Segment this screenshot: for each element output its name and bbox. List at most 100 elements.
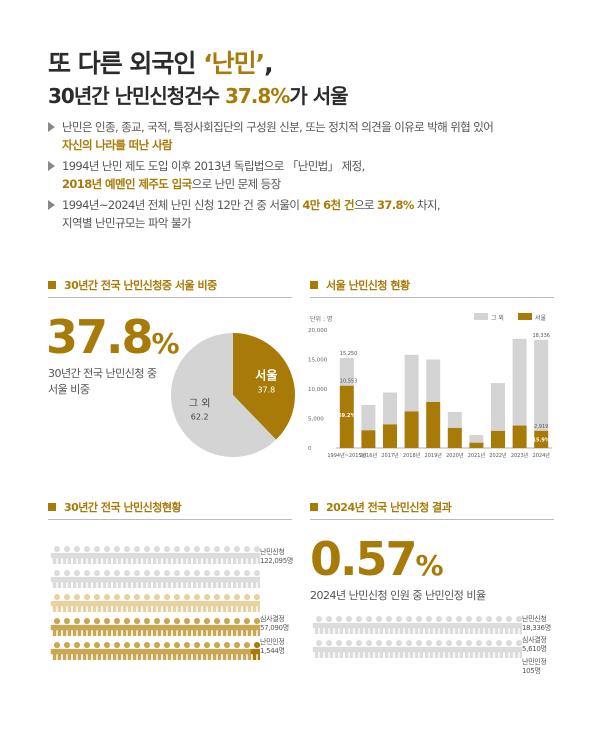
x-tick-label: 2021년	[468, 452, 486, 459]
legend-seoul-label: 서울	[535, 315, 547, 322]
pie-value-0: 37.8	[257, 386, 275, 395]
data-label-last-seoul: 2,919	[534, 424, 548, 430]
pie-value-1: 62.2	[191, 412, 209, 421]
person-icon	[130, 642, 144, 660]
person-icon	[150, 546, 164, 564]
legend-other-swatch	[474, 313, 488, 320]
bar-other-5	[447, 412, 462, 428]
person-icon	[432, 616, 446, 634]
person-icon	[130, 594, 144, 612]
person-icon	[190, 594, 204, 612]
person-icon	[50, 618, 64, 636]
bar-other-4	[426, 359, 441, 402]
person-icon	[502, 640, 516, 658]
person-icon	[472, 640, 486, 658]
recognition-rate-description: 2024년 난민신청 인원 중 난민인정 비율	[310, 589, 486, 602]
person-icon	[220, 594, 234, 612]
person-icon	[140, 570, 154, 588]
seoul-applications-bar-chart: 20,000 15,000 10,000 5,000 0 1994년~2015년2016년…	[308, 328, 552, 459]
person-icon	[352, 616, 366, 634]
person-icon	[240, 546, 254, 564]
legend-other-label: 그 외	[491, 315, 504, 322]
y-tick-label: 0	[308, 446, 312, 452]
x-tick-label: 2022년	[489, 452, 507, 459]
person-icon	[200, 546, 214, 564]
person-icon	[220, 642, 234, 660]
person-icon	[210, 546, 224, 564]
person-icon	[432, 640, 446, 658]
person-icon	[250, 642, 260, 660]
person-icon	[382, 640, 396, 658]
person-icon	[230, 642, 244, 660]
section-header-pie: 30년간 전국 난민신청중 서울 비중	[48, 276, 292, 298]
bar-seoul-8	[512, 425, 527, 448]
page-title-line2: 30년간 난민신청건수 37.8%가 서울	[48, 84, 349, 108]
person-icon	[190, 642, 204, 660]
person-icon	[220, 618, 234, 636]
person-icon	[60, 546, 74, 564]
person-icon	[240, 642, 254, 660]
person-icon	[70, 618, 84, 636]
triangle-bullet-icon	[48, 161, 55, 171]
person-icon	[322, 616, 336, 634]
person-icon	[60, 594, 74, 612]
person-icon	[100, 594, 114, 612]
label-recognized-2024: 난민인정 105명	[522, 658, 547, 675]
person-icon	[312, 616, 326, 634]
person-icon	[492, 616, 506, 634]
title-highlight-refugee: ‘난민’	[203, 49, 265, 78]
label-reviewed-2024: 심사결정 5,610명	[522, 636, 547, 653]
x-tick-label: 2018년	[403, 452, 421, 459]
person-icon	[462, 640, 476, 658]
person-icon	[170, 570, 184, 588]
y-tick-label: 20,000	[308, 328, 328, 334]
person-icon	[312, 640, 326, 658]
triangle-bullet-icon	[48, 200, 55, 210]
bar-other-3	[404, 354, 419, 412]
person-icon	[230, 618, 244, 636]
person-icon	[332, 640, 346, 658]
person-icon	[250, 546, 260, 564]
person-icon	[100, 546, 114, 564]
x-tick-label: 2017년	[381, 452, 399, 459]
bar-other-8	[512, 338, 527, 426]
person-icon	[110, 594, 124, 612]
person-icon	[50, 594, 64, 612]
person-icon	[190, 570, 204, 588]
person-icon	[100, 642, 114, 660]
bullet-history: 1994년 난민 제도 도입 이후 2013년 독립법으로 「난민법」 제정, 2…	[48, 157, 568, 193]
person-icon	[240, 570, 254, 588]
person-icon	[342, 616, 356, 634]
bar-seoul-1	[361, 430, 376, 448]
seoul-share-pie-chart: 서울 37.8 그 외 62.2	[171, 333, 295, 457]
person-icon	[80, 570, 94, 588]
person-icon	[452, 640, 466, 658]
person-icon	[342, 640, 356, 658]
person-icon	[120, 546, 134, 564]
bar-other-9	[534, 339, 549, 431]
data-label-first-seoul: 10,553	[340, 379, 358, 385]
person-icon	[482, 640, 496, 658]
person-icon	[442, 616, 456, 634]
person-icon	[230, 594, 244, 612]
section-header-people-2024: 2024년 전국 난민신청 결과	[310, 498, 554, 520]
person-icon	[180, 594, 194, 612]
y-tick-label: 15,000	[308, 358, 328, 364]
person-icon	[90, 618, 104, 636]
person-icon	[120, 570, 134, 588]
person-icon	[70, 546, 84, 564]
person-icon	[50, 642, 64, 660]
person-icon	[50, 570, 64, 588]
person-icon	[200, 618, 214, 636]
page-title-line1: 또 다른 외국인 ‘난민’,	[48, 49, 274, 78]
person-icon	[160, 594, 174, 612]
person-icon	[110, 570, 124, 588]
x-tick-label: 1994년~2015년	[327, 452, 366, 459]
person-icon	[100, 570, 114, 588]
x-tick-label: 2019년	[425, 452, 443, 459]
bar-other-2	[383, 392, 397, 425]
person-icon	[402, 616, 416, 634]
person-icon	[210, 570, 224, 588]
person-icon	[512, 616, 522, 634]
seoul-share-description: 30년간 전국 난민신청 중 서울 비중	[48, 367, 157, 396]
